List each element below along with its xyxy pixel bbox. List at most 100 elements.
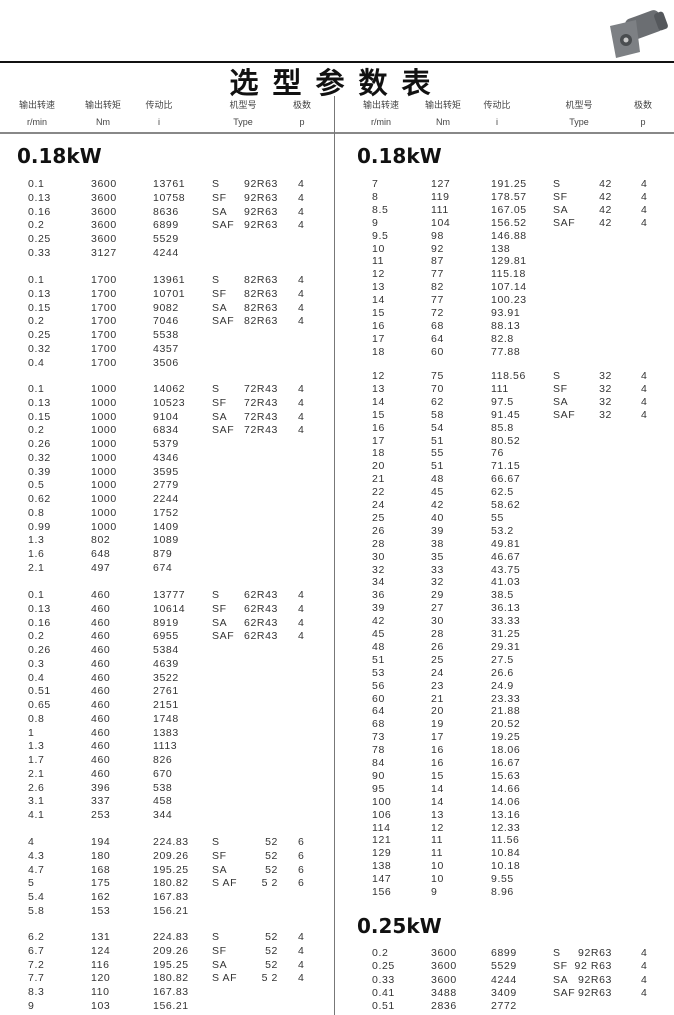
cell-type-prefix: SA — [553, 203, 569, 216]
section-title-right: 0.18kW — [357, 144, 442, 168]
cell-model: 62R43 — [244, 589, 278, 601]
page-title: 选型参数表 — [229, 66, 445, 100]
cell-ratio: 3506 — [153, 356, 179, 369]
cell-output-speed: 28 — [372, 537, 385, 550]
cell-ratio: 1748 — [153, 712, 179, 725]
cell-output-speed: 15 — [372, 408, 385, 421]
cell-output-speed: 4.3 — [28, 849, 45, 862]
cell-model: 52 — [265, 944, 278, 957]
cell-output-torque: 497 — [91, 561, 111, 574]
cell-poles: 4 — [298, 178, 305, 190]
cell-type-prefix: SA — [212, 958, 228, 971]
cell-ratio: 10614 — [153, 602, 186, 615]
cell-output-torque: 460 — [91, 616, 111, 629]
cell-output-speed: 22 — [372, 486, 385, 499]
cell-output-torque: 3488 — [431, 986, 457, 999]
cell-output-speed: 24 — [372, 499, 385, 511]
cell-ratio: 27.5 — [491, 653, 514, 666]
cell-poles: 4 — [641, 190, 648, 203]
column-header-cn: 输出转速 — [362, 100, 400, 110]
cell-ratio: 224.83 — [153, 836, 189, 848]
cell-output-speed: 8.3 — [28, 986, 45, 998]
cell-poles: 4 — [641, 947, 648, 959]
cell-output-torque: 15 — [431, 769, 444, 782]
cell-model: 62R43 — [244, 602, 278, 615]
cell-ratio: 80.52 — [491, 434, 521, 447]
cell-output-speed: 13 — [372, 382, 385, 395]
cell-model: 92R63 — [244, 205, 278, 218]
cell-output-speed: 17 — [372, 332, 385, 345]
cell-output-torque: 62 — [431, 395, 444, 408]
cell-output-speed: 0.13 — [28, 287, 51, 300]
cell-ratio: 826 — [153, 754, 173, 766]
cell-output-torque: 9 — [431, 886, 438, 898]
cell-poles: 4 — [298, 315, 305, 328]
cell-output-torque: 14 — [431, 782, 444, 795]
cell-output-torque: 153 — [91, 904, 111, 917]
cell-model: 5 2 — [261, 877, 278, 890]
cell-ratio: 4639 — [153, 657, 179, 670]
cell-output-speed: 0.25 — [28, 233, 51, 245]
cell-output-torque: 39 — [431, 524, 444, 537]
cell-output-speed: 1 — [28, 726, 35, 739]
cell-output-torque: 10 — [431, 860, 444, 873]
cell-output-torque: 103 — [91, 999, 111, 1012]
cell-ratio: 29.31 — [491, 640, 521, 653]
cell-output-speed: 0.51 — [372, 1000, 395, 1012]
cell-output-torque: 162 — [91, 891, 111, 903]
cell-output-torque: 460 — [91, 726, 111, 739]
cell-output-torque: 396 — [91, 781, 111, 794]
cell-ratio: 13777 — [153, 589, 186, 601]
cell-output-speed: 129 — [372, 847, 392, 860]
cell-output-speed: 56 — [372, 679, 385, 692]
cell-poles: 4 — [298, 383, 305, 395]
cell-output-torque: 253 — [91, 809, 111, 821]
cell-output-speed: 14 — [372, 395, 385, 408]
cell-model: 92R63 — [244, 191, 278, 204]
cell-type-prefix: SA — [553, 395, 569, 408]
cell-output-torque: 20 — [431, 705, 444, 718]
cell-type-prefix: S AF — [212, 877, 238, 890]
cell-output-torque: 11 — [431, 834, 444, 847]
cell-output-speed: 8.5 — [372, 203, 389, 216]
cell-ratio: 3522 — [153, 671, 179, 684]
cell-ratio: 6899 — [491, 947, 517, 959]
cell-output-speed: 2.1 — [28, 561, 45, 574]
cell-ratio: 674 — [153, 561, 173, 574]
cell-output-torque: 98 — [431, 229, 444, 242]
cell-output-torque: 3600 — [91, 219, 117, 232]
cell-ratio: 93.91 — [491, 307, 521, 319]
cell-output-speed: 106 — [372, 808, 392, 821]
cell-ratio: 18.06 — [491, 744, 521, 757]
cell-type-prefix: S — [553, 370, 561, 382]
cell-output-speed: 7 — [372, 178, 379, 190]
cell-output-speed: 11 — [372, 255, 385, 268]
cell-output-torque: 460 — [91, 754, 111, 766]
cell-ratio: 115.18 — [491, 268, 526, 281]
cell-type-prefix: SF — [553, 960, 568, 973]
cell-ratio: 6899 — [153, 219, 179, 232]
cell-type-prefix: SF — [212, 944, 227, 957]
cell-ratio: 14.06 — [491, 795, 521, 808]
cell-output-speed: 0.1 — [28, 383, 45, 395]
cell-ratio: 36.13 — [491, 602, 521, 615]
cell-output-speed: 0.25 — [28, 329, 51, 341]
cell-ratio: 138 — [491, 242, 511, 255]
cell-ratio: 344 — [153, 809, 173, 821]
cell-output-speed: 95 — [372, 782, 385, 795]
cell-output-speed: 4.1 — [28, 809, 45, 821]
cell-output-speed: 1.3 — [28, 740, 45, 753]
cell-output-speed: 0.39 — [28, 465, 51, 478]
cell-ratio: 13.16 — [491, 808, 521, 821]
cell-ratio: 191.25 — [491, 178, 527, 190]
cell-output-torque: 3600 — [91, 205, 117, 218]
cell-output-speed: 30 — [372, 550, 385, 563]
cell-poles: 4 — [641, 216, 648, 229]
cell-output-torque: 3600 — [431, 973, 457, 986]
cell-output-speed: 12 — [372, 370, 385, 382]
cell-output-torque: 1700 — [91, 329, 117, 341]
cell-poles: 4 — [298, 396, 305, 409]
cell-output-torque: 460 — [91, 767, 111, 780]
cell-type-prefix: SA — [553, 973, 569, 986]
cell-model: 92R63 — [578, 973, 612, 986]
